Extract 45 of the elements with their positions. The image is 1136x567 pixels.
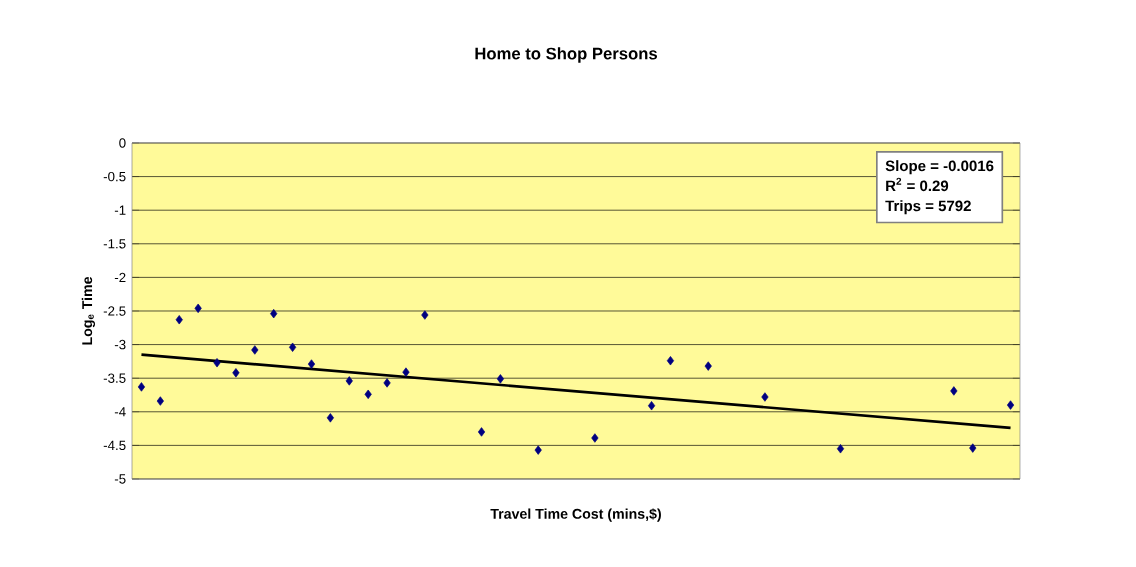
- point: [496, 374, 505, 384]
- point: [836, 444, 845, 454]
- annotation: Slope = -0.0016: [885, 160, 994, 175]
- y-tick-label: -4: [114, 407, 126, 417]
- point: [270, 309, 278, 319]
- point: [137, 382, 146, 392]
- y-tick-label: -1: [114, 205, 126, 215]
- point: [402, 367, 410, 377]
- point: [421, 310, 429, 320]
- point: [289, 342, 297, 352]
- y-tick-label: -5: [114, 474, 126, 484]
- point: [345, 376, 353, 386]
- annotation: Trips = 5792: [885, 200, 971, 215]
- point: [591, 433, 599, 443]
- point: [194, 303, 202, 313]
- point: [251, 345, 259, 355]
- y-tick-label: -2.5: [103, 306, 126, 316]
- y-tick-label: -1.5: [103, 239, 126, 249]
- point: [761, 392, 769, 402]
- y-tick-label: -0.5: [103, 171, 126, 182]
- point: [175, 315, 183, 325]
- point: [647, 401, 656, 411]
- point: [232, 368, 240, 378]
- point: [704, 361, 712, 371]
- point: [307, 359, 316, 369]
- point: [666, 356, 675, 366]
- point: [326, 413, 334, 423]
- y-tick-label: 0: [119, 138, 126, 148]
- point: [156, 396, 164, 406]
- y-tick-label: -2: [114, 272, 126, 283]
- point: [969, 443, 977, 453]
- point: [1006, 400, 1015, 410]
- point: [950, 386, 958, 396]
- annotation: R$^{2}$ = 0.29: [886, 177, 949, 192]
- point: [383, 378, 391, 388]
- point: [364, 389, 372, 399]
- point: [534, 445, 542, 455]
- y-tick-label: -4.5: [103, 440, 126, 451]
- y-tick-label: -3.5: [103, 373, 126, 383]
- chart-title: Home to Shop Persons: [475, 47, 658, 63]
- x-axis-title: Travel Time Cost (mins,$): [490, 508, 661, 522]
- y-tick-label: -3: [114, 339, 126, 350]
- point: [477, 427, 486, 437]
- y-axis-title: Log$_{e}$ Time: [81, 276, 96, 345]
- point: [213, 358, 221, 368]
